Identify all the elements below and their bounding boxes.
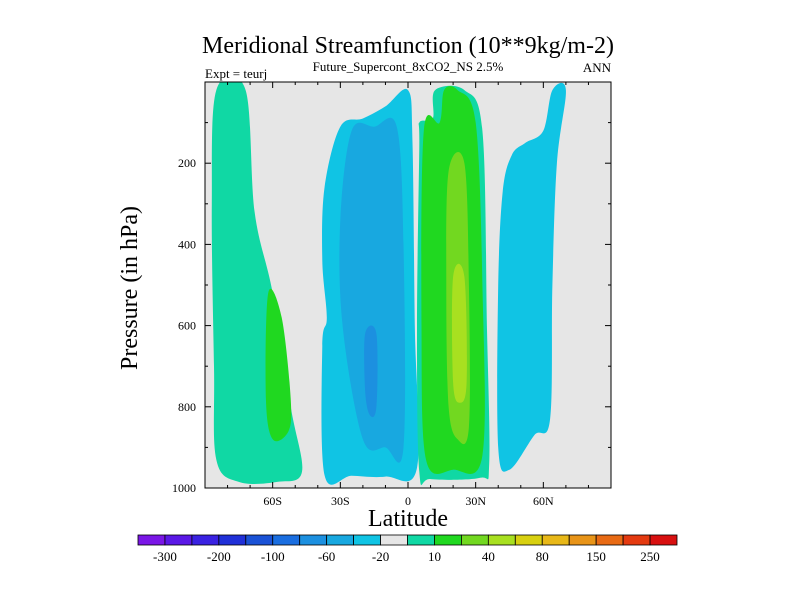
colorbar-swatch [137,534,166,546]
colorbar-swatch [568,534,597,546]
colorbar-label: -20 [372,549,389,564]
x-tick-label: 60S [263,494,282,508]
colorbar-label: 80 [536,549,549,564]
colorbar-swatch [514,534,543,546]
contour-regions [211,82,566,486]
y-axis-label: Pressure (in hPa) [117,206,143,370]
colorbar-swatch [353,534,381,546]
y-tick-label: 600 [178,319,196,333]
contour-northern-hadley-peak [451,263,467,403]
colorbar-swatch [622,534,651,546]
plot-area: 60S 30S 0 30N 60N 200 400 600 800 1000 [172,81,612,508]
chart-subtitle: Future_Supercont_8xCO2_NS 2.5% [313,59,504,74]
x-axis-label: Latitude [368,506,448,532]
colorbar-swatch [487,534,516,546]
colorbar-swatch [407,534,435,546]
y-tick-label: 800 [178,400,196,414]
colorbar-label: -60 [318,549,335,564]
experiment-label: Expt = teurj [205,66,267,81]
contour-southern-polar-cell-core [265,288,292,442]
y-tick-label: 200 [178,156,196,170]
colorbar-swatch [218,534,247,546]
colorbar-label: 250 [640,549,660,564]
contour-northern-ferrel-band [497,82,566,472]
colorbar-swatch [299,534,328,546]
colorbar-swatch [460,534,489,546]
y-tick-label: 1000 [172,481,196,495]
x-tick-label: 60N [533,494,554,508]
x-tick-label: 30S [331,494,350,508]
contour-southern-hadley-core [364,325,378,418]
colorbar-label: -300 [153,549,177,564]
colorbar-swatch [541,534,570,546]
x-tick-label: 0 [405,494,411,508]
colorbar-swatch [272,534,301,546]
colorbar-swatch [326,534,354,546]
colorbar-swatch [164,534,193,546]
y-tick-label: 400 [178,237,196,251]
season-label: ANN [583,60,612,75]
colorbar-swatch [191,534,220,546]
colorbar-label: -100 [261,549,285,564]
colorbar-swatch [595,534,624,546]
colorbar-label: 10 [428,549,441,564]
contour-southern-hadley-mid [339,117,406,463]
colorbar: -300 -200 -100 -60 -20 10 40 80 150 250 [137,534,678,564]
colorbar-swatch [434,534,462,546]
colorbar-label: -200 [207,549,231,564]
x-tick-label: 30N [465,494,486,508]
colorbar-swatch [245,534,274,546]
colorbar-swatch [649,534,678,546]
colorbar-label: 150 [586,549,606,564]
colorbar-label: 40 [482,549,495,564]
colorbar-swatch [380,534,408,546]
chart-title: Meridional Streamfunction (10**9kg/m-2) [202,33,614,59]
